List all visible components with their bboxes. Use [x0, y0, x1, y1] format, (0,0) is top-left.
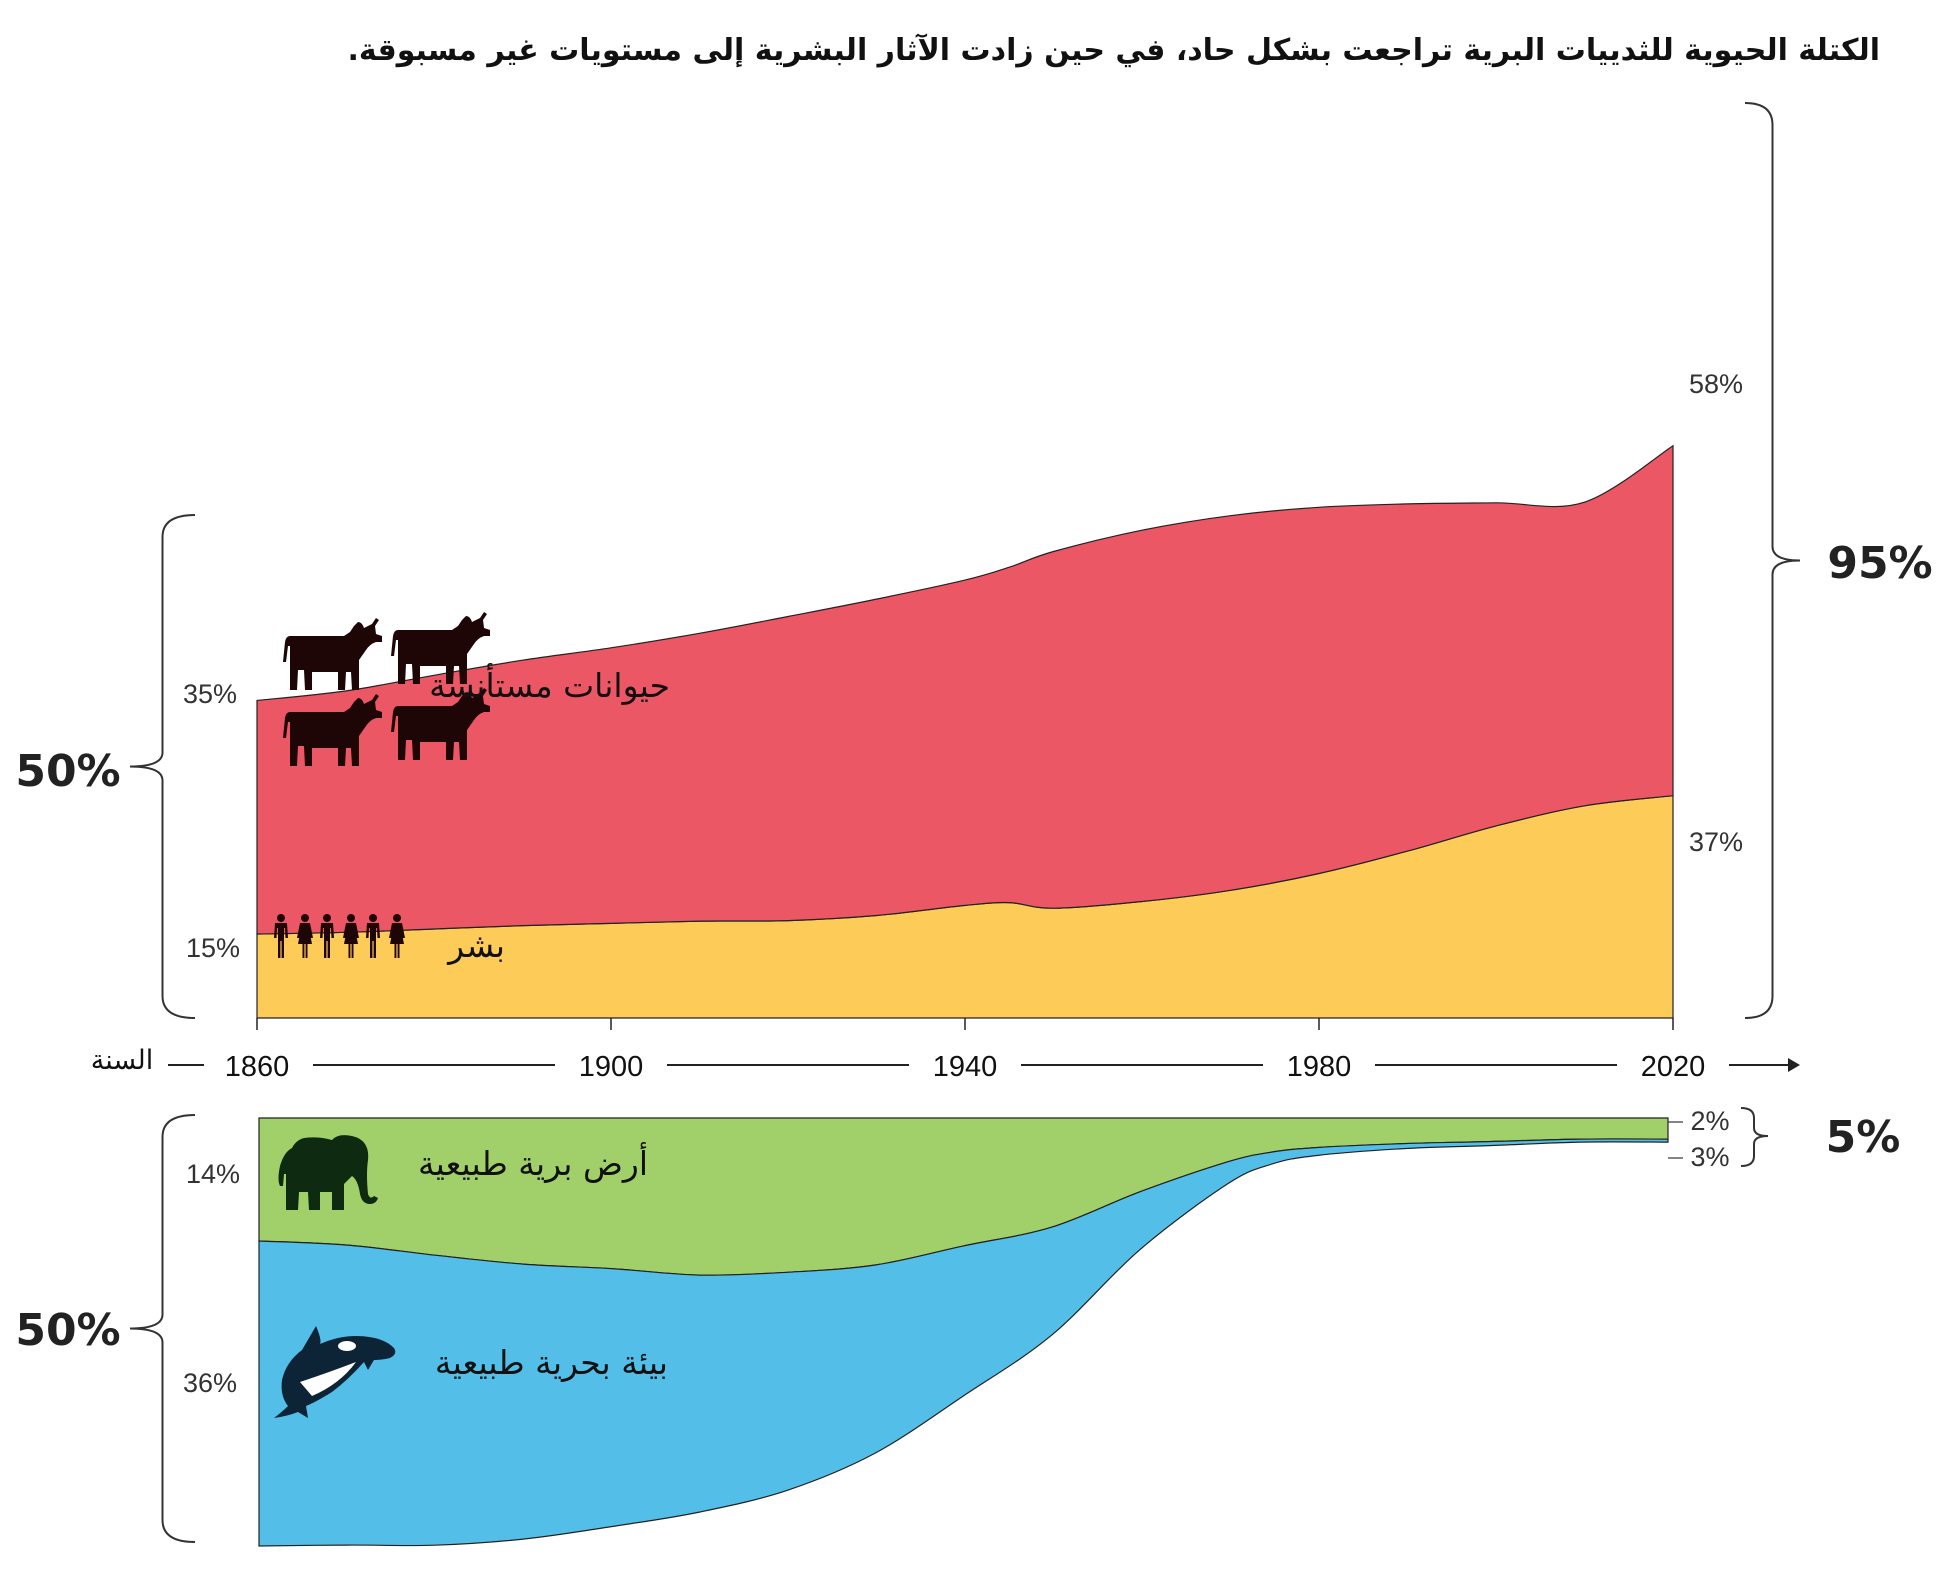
area-wild-marine — [258, 1138, 1669, 1547]
x-axis-ticks: 1860 1900 1940 1980 2020 — [225, 1018, 1706, 1083]
right-label-livestock: 58% — [1689, 369, 1743, 399]
orca-belly-patch — [300, 1362, 356, 1396]
area-livestock — [256, 444, 1674, 935]
series-label-wild-marine: بيئة بحرية طبيعية — [435, 1343, 668, 1382]
top-stacked-area-chart: 35% 15% 58% 37% حيوانات مستأنسة بشر 50% 95% — [15, 102, 1933, 1019]
series-label-humans: بشر — [446, 926, 505, 965]
top-areas — [256, 444, 1674, 1019]
top-brackets: 50% 95% — [15, 102, 1933, 1019]
x-tick-label: 1900 — [579, 1051, 644, 1083]
x-tick-label: 2020 — [1641, 1051, 1706, 1083]
bottom-labels: 14% 36% 2% 3% أرض برية طبيعية بيئة بحرية طبيع… — [183, 1106, 1730, 1398]
left-brace — [129, 1114, 196, 1543]
bottom-stacked-area-chart: 14% 36% 2% 3% أرض برية طبيعية بيئة بحرية طبيع… — [15, 1106, 1901, 1547]
right-total-bottom: 5% — [1826, 1112, 1901, 1163]
right-label-wild-land: 2% — [1690, 1106, 1729, 1136]
left-label-humans: 15% — [186, 933, 240, 963]
left-total-bottom: 50% — [15, 1305, 120, 1356]
x-axis: السنة 1860 1900 1940 1980 2020 — [91, 1018, 1800, 1083]
series-label-livestock: حيوانات مستأنسة — [429, 663, 670, 705]
left-label-wild-marine: 36% — [183, 1368, 237, 1398]
right-total-top: 95% — [1827, 538, 1932, 589]
right-brace — [1744, 102, 1801, 1019]
left-label-wild-land: 14% — [186, 1159, 240, 1189]
right-label-wild-marine: 3% — [1690, 1142, 1729, 1172]
left-brace — [129, 514, 196, 1019]
x-axis-line — [168, 1058, 1800, 1072]
x-axis-arrowhead — [1788, 1058, 1800, 1072]
bottom-brackets: 50% 5% — [15, 1107, 1901, 1543]
right-label-humans: 37% — [1689, 827, 1743, 857]
cow-icon — [283, 618, 382, 690]
x-tick-label: 1860 — [225, 1051, 290, 1083]
x-tick-label: 1980 — [1287, 1051, 1352, 1083]
top-labels: 35% 15% 58% 37% حيوانات مستأنسة بشر — [183, 369, 1743, 965]
bottom-icons — [274, 1135, 396, 1418]
x-axis-title: السنة — [91, 1045, 153, 1076]
chart-title: الكتلة الحيوية للثدييات البرية تراجعت بش… — [347, 33, 1880, 68]
right-brace — [1740, 1107, 1769, 1167]
x-tick-label: 1940 — [933, 1051, 998, 1083]
bottom-areas — [258, 1117, 1669, 1547]
left-label-livestock: 35% — [183, 679, 237, 709]
left-total-top: 50% — [15, 746, 120, 797]
orca-eye-patch — [338, 1341, 356, 1351]
series-label-wild-land: أرض برية طبيعية — [418, 1142, 648, 1184]
